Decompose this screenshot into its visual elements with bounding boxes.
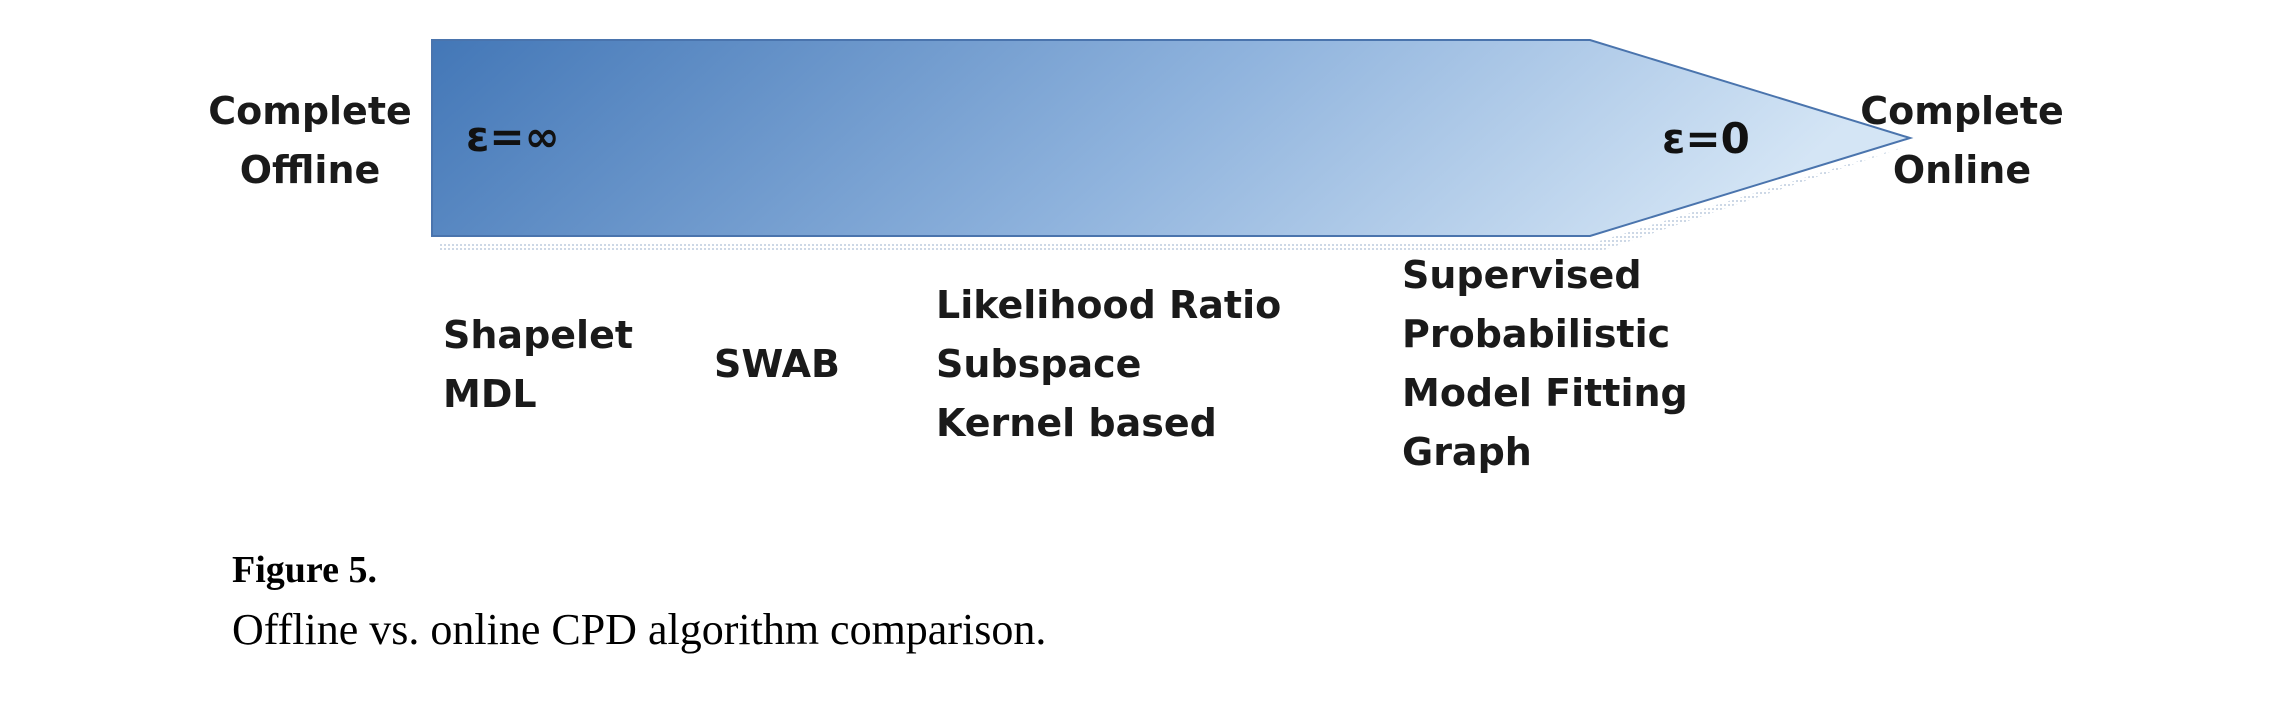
method-group-middle: Likelihood Ratio Subspace Kernel based: [936, 276, 1281, 453]
label-complete-online: Complete Online: [1860, 89, 2064, 192]
figure-caption: Offline vs. online CPD algorithm compari…: [232, 605, 1047, 654]
method-shapelet: Shapelet: [443, 313, 633, 357]
figure-number: Figure 5.: [232, 549, 377, 591]
method-group-offline: Shapelet MDL: [443, 306, 633, 424]
method-group-swab: SWAB: [714, 335, 840, 394]
method-subspace: Subspace: [936, 342, 1142, 386]
method-kernel-based: Kernel based: [936, 401, 1217, 445]
method-mdl: MDL: [443, 372, 537, 416]
epsilon-infinity-label: ε=∞: [466, 112, 560, 161]
epsilon-zero-label: ε=0: [1662, 114, 1750, 163]
method-graph: Graph: [1402, 430, 1532, 474]
method-probabilistic: Probabilistic: [1402, 312, 1671, 356]
arrow-body: [431, 39, 1914, 237]
method-supervised: Supervised: [1402, 253, 1642, 297]
method-model-fitting: Model Fitting: [1402, 371, 1688, 415]
method-swab: SWAB: [714, 342, 840, 386]
method-group-online: Supervised Probabilistic Model Fitting G…: [1402, 246, 1688, 482]
method-likelihood-ratio: Likelihood Ratio: [936, 283, 1282, 327]
label-complete-offline: Complete Offline: [208, 89, 412, 192]
